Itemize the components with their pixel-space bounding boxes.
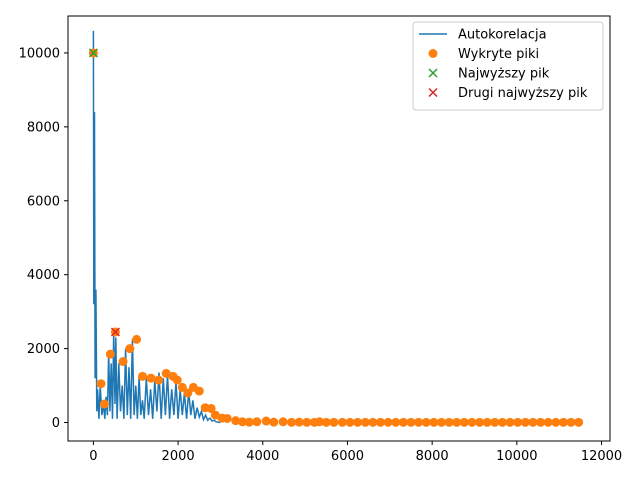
legend-entry: Wykryte piki — [428, 47, 539, 62]
peak-point — [391, 417, 401, 427]
y-tick-label: 2000 — [27, 342, 60, 357]
peak-point — [118, 357, 128, 367]
peak-point — [490, 417, 500, 427]
legend: Autokorelacja Wykryte piki Najwyższy pik Dr… — [412, 21, 604, 111]
peak-point — [536, 417, 546, 427]
legend-x-handle — [428, 68, 438, 78]
peak-point — [261, 416, 271, 426]
plot-area — [88, 30, 584, 427]
peak-point — [475, 417, 485, 427]
peak-point — [210, 410, 220, 420]
peak-point — [444, 417, 454, 427]
peak-point — [528, 417, 538, 427]
legend-entry: Najwyższy pik — [428, 67, 550, 82]
y-tick-label: 10000 — [19, 46, 60, 61]
peak-point — [452, 417, 462, 427]
peak-point — [337, 417, 347, 427]
y-axis: 0 2000 4000 6000 8000 10000 — [19, 46, 68, 431]
x-tick-label: 6000 — [331, 449, 364, 464]
x-tick-label: 12000 — [581, 449, 622, 464]
y-tick-label: 6000 — [27, 194, 60, 209]
y-tick-label: 0 — [52, 416, 60, 431]
peak-point — [294, 417, 304, 427]
legend-entry: Autokorelacja — [419, 28, 547, 43]
axes-frame — [67, 15, 611, 442]
x-tick-label: 4000 — [246, 449, 279, 464]
legend-label: Autokorelacja — [458, 28, 547, 43]
peak-point — [398, 417, 408, 427]
peak-point — [421, 417, 431, 427]
y-tick-label: 8000 — [27, 120, 60, 135]
peak-point — [105, 349, 115, 359]
peak-point — [360, 417, 370, 427]
peak-point — [353, 417, 363, 427]
series-line-autokorelacja — [92, 30, 221, 424]
peak-point — [287, 417, 297, 427]
peak-point — [505, 417, 515, 427]
peak-point — [132, 334, 142, 344]
second-peak-marker — [110, 327, 120, 337]
legend-x-handle — [428, 87, 438, 98]
x-tick-label: 0 — [89, 449, 97, 464]
peak-point — [543, 417, 553, 427]
x-tick-label: 2000 — [162, 449, 195, 464]
peak-point — [497, 417, 507, 427]
peak-point — [329, 417, 339, 427]
peak-point — [467, 417, 477, 427]
legend-box — [412, 21, 604, 111]
highest-peak-marker — [88, 48, 98, 58]
peak-point — [161, 368, 171, 378]
peak-point — [574, 417, 584, 427]
peak-point — [414, 417, 424, 427]
peak-point — [154, 375, 164, 385]
peak-point — [513, 417, 523, 427]
peak-point — [194, 386, 204, 396]
peak-point — [231, 416, 241, 426]
peak-point — [406, 417, 416, 427]
peak-point — [566, 417, 576, 427]
peak-point — [237, 417, 247, 427]
peak-point — [172, 375, 182, 385]
x-axis: 0 2000 4000 6000 8000 10000 12000 — [89, 441, 622, 464]
legend-label: Najwyższy pik — [458, 67, 550, 82]
peak-point — [252, 417, 262, 427]
x-tick-label: 8000 — [416, 449, 449, 464]
peak-point — [558, 417, 568, 427]
peak-point — [375, 417, 385, 427]
peak-point — [222, 413, 232, 423]
legend-entry: Drugi najwyższy pik — [428, 86, 588, 101]
peak-point — [315, 417, 325, 427]
peak-point — [269, 417, 279, 427]
peak-point — [368, 417, 378, 427]
peak-point — [321, 417, 331, 427]
legend-circle-handle — [428, 49, 438, 58]
legend-label: Wykryte piki — [458, 47, 539, 62]
peak-point — [138, 371, 148, 381]
peak-point — [302, 417, 312, 427]
x-tick-label: 10000 — [496, 449, 537, 464]
peak-point — [436, 417, 446, 427]
peak-point — [383, 417, 393, 427]
peak-point — [482, 417, 492, 427]
peak-point — [345, 417, 355, 427]
peak-point — [429, 417, 439, 427]
peak-point — [177, 382, 187, 392]
peak-point — [278, 417, 288, 427]
peak-point — [99, 399, 109, 409]
peak-point — [459, 417, 469, 427]
legend-label: Drugi najwyższy pik — [458, 86, 588, 101]
peak-point — [96, 379, 106, 389]
peak-point — [206, 403, 216, 413]
peak-point — [183, 388, 193, 398]
peak-point — [244, 417, 254, 427]
peak-point — [125, 344, 135, 354]
y-tick-label: 4000 — [27, 268, 60, 283]
peak-point — [146, 373, 156, 383]
peak-point — [551, 417, 561, 427]
peak-point — [520, 417, 530, 427]
